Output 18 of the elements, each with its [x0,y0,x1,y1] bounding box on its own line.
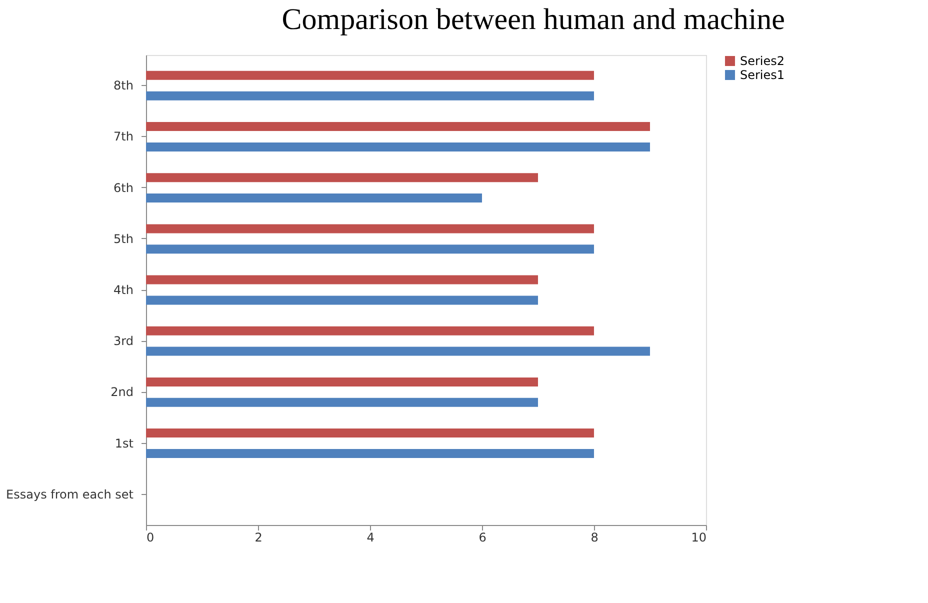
y-tick-label: 2nd [110,385,134,400]
y-tick-label: 8th [114,78,134,93]
y-tick-label: 3rd [114,334,134,348]
legend-label: Series1 [740,68,785,82]
y-tick-label: 6th [114,180,134,195]
x-tick-label: 8 [590,530,598,544]
y-tick-label: 7th [114,130,134,144]
y-tick-label: 4th [114,283,134,297]
y-tick-label: 1st [114,436,134,450]
y-tick-label: Essays from each set [6,487,134,502]
chart-title: Comparison between human and machine [282,3,785,36]
y-tick-label: 5th [114,232,134,246]
x-tick-label: 10 [691,530,706,544]
x-tick-label: 6 [478,530,486,544]
x-tick-label: 4 [366,530,374,544]
x-tick-label: 0 [146,530,154,544]
x-tick-label: 2 [254,530,262,544]
legend-label: Series2 [740,54,785,68]
